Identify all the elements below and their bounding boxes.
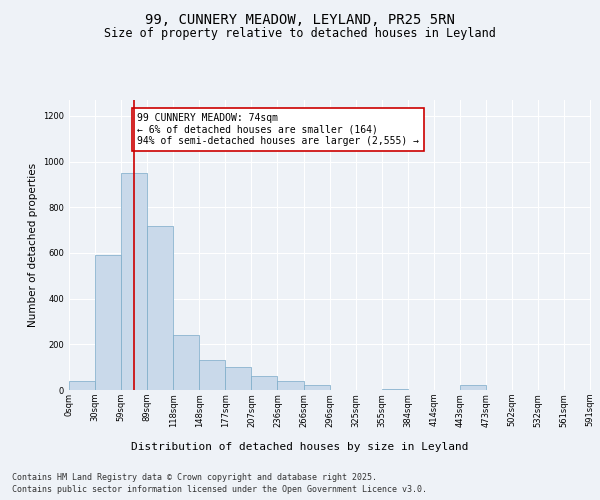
Bar [147,226,173,390]
Text: Contains HM Land Registry data © Crown copyright and database right 2025.: Contains HM Land Registry data © Crown c… [12,472,377,482]
Bar [95,256,121,390]
Bar [382,389,408,390]
Text: 99 CUNNERY MEADOW: 74sqm
← 6% of detached houses are smaller (164)
94% of semi-d: 99 CUNNERY MEADOW: 74sqm ← 6% of detache… [137,112,419,146]
Bar [460,386,486,390]
Y-axis label: Number of detached properties: Number of detached properties [28,163,38,327]
Text: Distribution of detached houses by size in Leyland: Distribution of detached houses by size … [131,442,469,452]
Text: Contains public sector information licensed under the Open Government Licence v3: Contains public sector information licen… [12,485,427,494]
Bar [121,173,147,390]
Bar [173,335,199,390]
Bar [251,376,277,390]
Bar [226,367,251,390]
Text: Size of property relative to detached houses in Leyland: Size of property relative to detached ho… [104,28,496,40]
Bar [199,360,226,390]
Bar [69,381,95,390]
Text: 99, CUNNERY MEADOW, LEYLAND, PR25 5RN: 99, CUNNERY MEADOW, LEYLAND, PR25 5RN [145,12,455,26]
Bar [304,386,329,390]
Bar [277,381,304,390]
